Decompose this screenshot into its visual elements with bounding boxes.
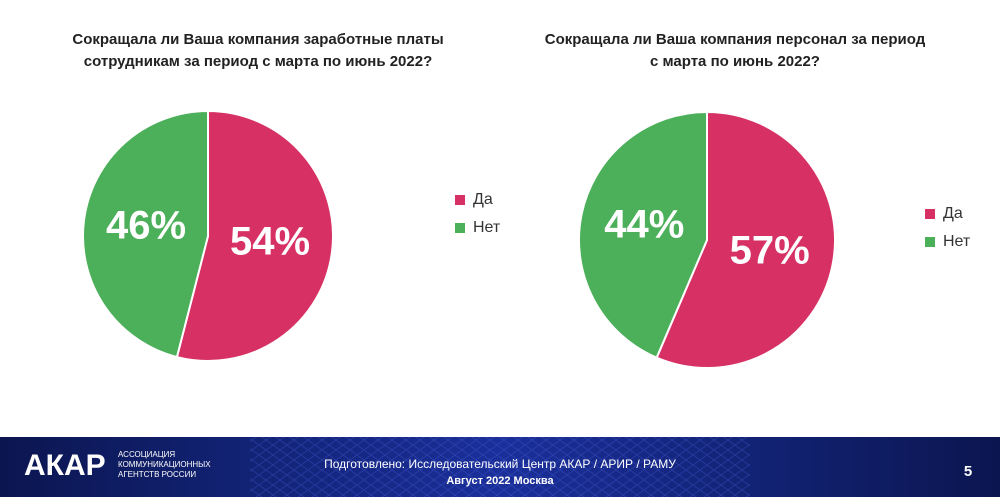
legend-swatch — [455, 195, 465, 205]
legend-label: Да — [943, 205, 963, 222]
pie-slice — [175, 109, 334, 362]
legend-label: Нет — [473, 219, 501, 236]
legend-swatch — [455, 223, 465, 233]
logo-subtitle: АССОЦИАЦИЯ — [118, 450, 175, 459]
chart-title: сотрудникам за период с марта по июнь 20… — [84, 53, 433, 70]
footer-pattern — [250, 437, 750, 497]
legend-label: Нет — [943, 233, 971, 250]
logo-subtitle: КОММУНИКАЦИОННЫХ — [118, 460, 211, 469]
chart-title: Сокращала ли Ваша компания персонал за п… — [545, 31, 926, 48]
credit: Подготовлено: Исследовательский Центр АК… — [324, 457, 676, 471]
pie-slice — [578, 110, 708, 359]
logo-subtitle: АГЕНТСТВ РОССИИ — [118, 470, 196, 479]
legend-label: Да — [473, 191, 493, 208]
pie-slice — [655, 110, 836, 369]
data-label: 54% — [230, 219, 310, 263]
page-number: 5 — [964, 463, 972, 480]
data-label: 57% — [730, 228, 810, 272]
data-label: 44% — [604, 203, 684, 247]
legend-swatch — [925, 237, 935, 247]
logo: АКАР — [24, 449, 106, 482]
data-label: 46% — [106, 204, 186, 248]
pie-slice — [82, 109, 209, 359]
legend-swatch — [925, 209, 935, 219]
chart-title: с марта по июнь 2022? — [650, 53, 820, 70]
date: Август 2022 Москва — [446, 475, 554, 487]
chart-title: Сокращала ли Ваша компания заработные пл… — [72, 31, 443, 48]
